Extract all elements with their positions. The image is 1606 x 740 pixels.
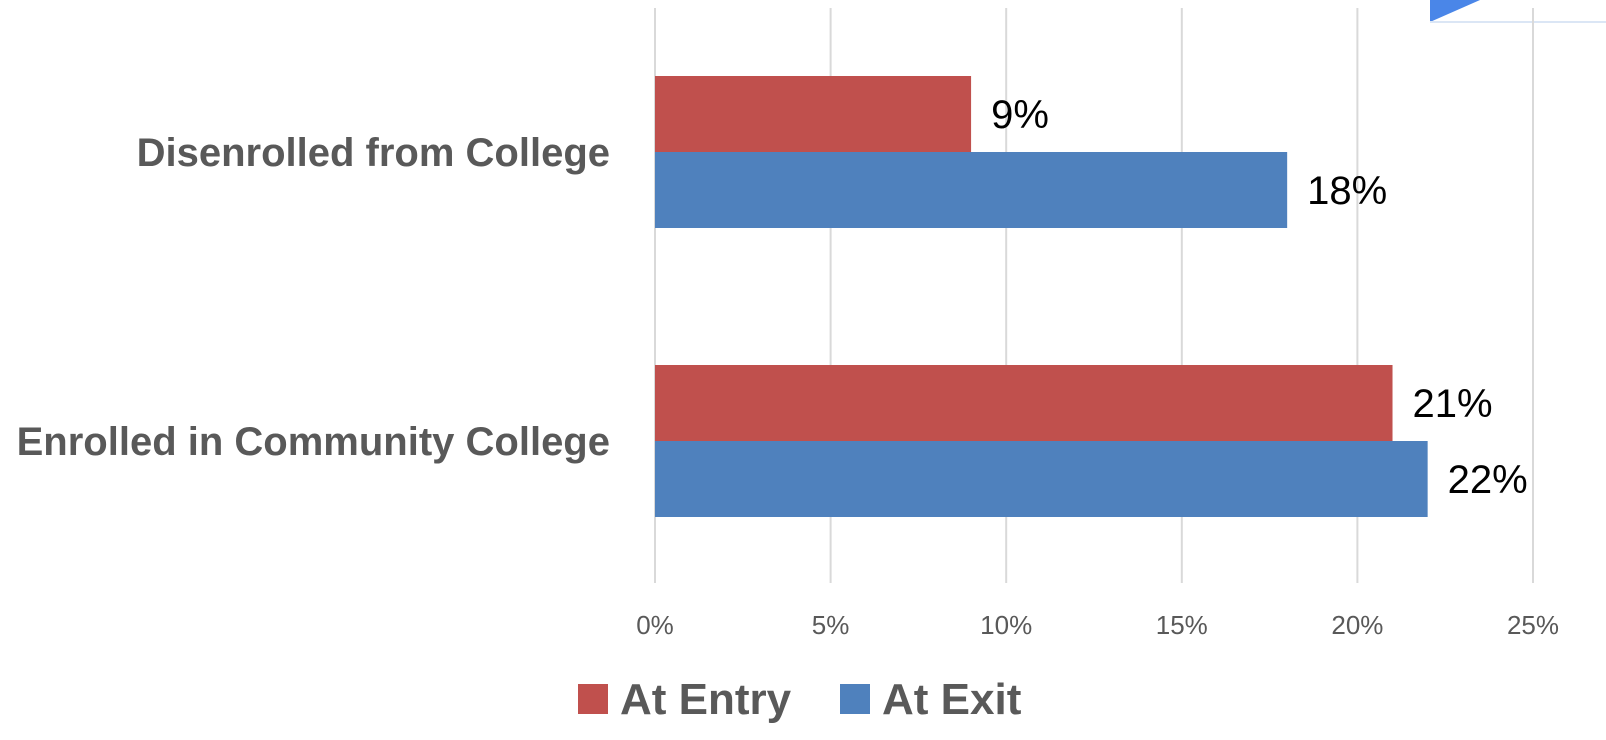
x-tick-label-3: 15%	[1156, 610, 1208, 640]
bar-at-entry-0	[655, 76, 972, 152]
bar-at-entry-1	[655, 365, 1393, 441]
x-tick-label-2: 10%	[980, 610, 1032, 640]
x-axis-ticks: 0% 5% 10% 15% 20% 25%	[636, 610, 1559, 640]
legend: At Entry At Exit	[578, 675, 1022, 724]
x-tick-label-5: 25%	[1507, 610, 1559, 640]
x-tick-label-0: 0%	[636, 610, 674, 640]
x-tick-label-1: 5%	[812, 610, 850, 640]
data-label-at-entry-1: 21%	[1413, 382, 1493, 426]
bar-at-exit-1	[655, 441, 1428, 517]
data-label-at-exit-0: 18%	[1307, 169, 1387, 213]
legend-label-at-entry: At Entry	[620, 675, 792, 724]
data-labels: 9% 18% 21% 22%	[991, 93, 1528, 502]
category-label-0: Disenrolled from College	[137, 131, 610, 175]
legend-swatch-at-entry	[578, 684, 608, 714]
bars	[655, 76, 1428, 517]
bar-at-exit-0	[655, 152, 1288, 228]
category-labels: Disenrolled from College Enrolled in Comm…	[17, 131, 610, 464]
category-label-1: Enrolled in Community College	[17, 420, 610, 464]
x-tick-label-4: 20%	[1331, 610, 1383, 640]
corner-accent-shape	[1430, 0, 1480, 22]
data-label-at-exit-1: 22%	[1448, 458, 1528, 502]
data-label-at-entry-0: 9%	[991, 93, 1049, 137]
legend-swatch-at-exit	[840, 684, 870, 714]
legend-label-at-exit: At Exit	[882, 675, 1022, 724]
